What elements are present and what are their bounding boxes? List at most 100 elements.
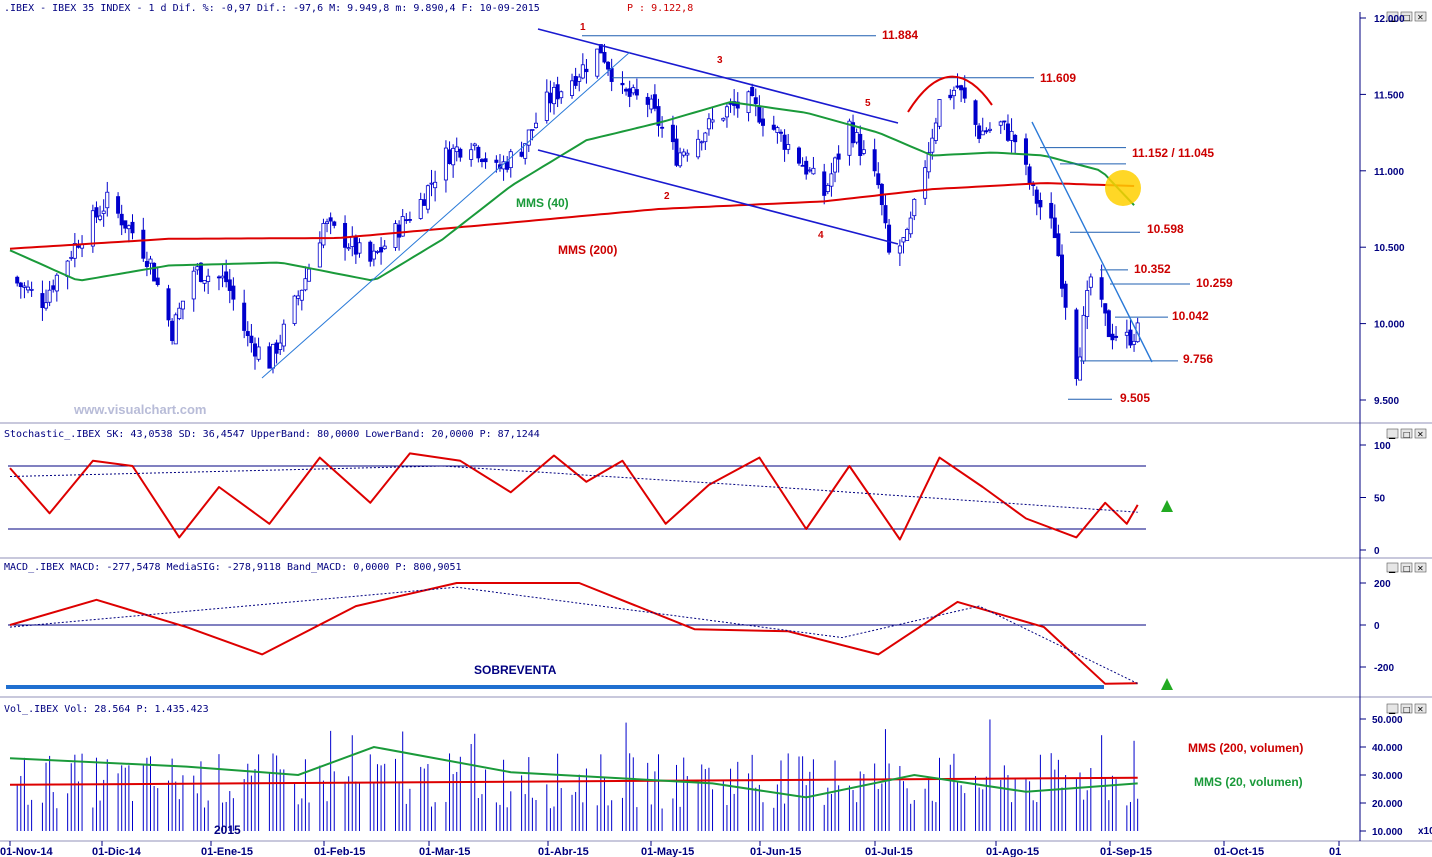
candle-body xyxy=(797,147,802,164)
date-tick-label: 01-Jul-15 xyxy=(865,846,913,857)
candle-body xyxy=(152,262,157,282)
candle-body xyxy=(1063,283,1068,308)
candle-body xyxy=(379,247,384,253)
candle-body xyxy=(123,220,128,229)
candle-body xyxy=(1078,356,1083,381)
candle-body xyxy=(948,94,953,99)
mms200-line xyxy=(9,182,1135,250)
watermark: www.visualchart.com xyxy=(73,402,206,417)
price-panel-header: .IBEX - IBEX 35 INDEX - 1 d Dif. %: -0,9… xyxy=(4,3,540,14)
macd-window-buttons[interactable]: ▁ □ ✕ xyxy=(1386,562,1427,573)
candle-body xyxy=(166,288,171,321)
wave-label-5: 5 xyxy=(865,98,871,109)
candle-body xyxy=(710,119,715,123)
candle-body xyxy=(307,268,312,282)
vol-tick-label: 40.000 xyxy=(1372,743,1403,754)
candle-body xyxy=(191,270,196,300)
candle-body xyxy=(951,89,956,97)
svg-text:□: □ xyxy=(1403,564,1411,573)
candle-body xyxy=(760,118,765,126)
candle-body xyxy=(998,121,1003,126)
candle-body xyxy=(822,171,827,196)
candle-body xyxy=(1132,340,1137,345)
candle-body xyxy=(170,320,175,341)
candle-body xyxy=(753,97,758,104)
candle-body xyxy=(829,173,834,187)
svg-text:▁: ▁ xyxy=(1388,13,1396,22)
price-tick-label: 10.500 xyxy=(1374,243,1405,254)
candle-body xyxy=(202,279,207,284)
candle-body xyxy=(973,100,978,125)
candle-body xyxy=(620,82,625,86)
date-tick-label: 01-Mar-15 xyxy=(419,846,470,857)
vol-tick-label: 30.000 xyxy=(1372,771,1403,782)
candle-body xyxy=(681,151,686,156)
year-marker: 2015 xyxy=(214,823,241,837)
candle-body xyxy=(771,124,776,130)
candle-body xyxy=(858,133,863,156)
candle-body xyxy=(443,147,448,181)
panel-frame xyxy=(0,12,1432,842)
macd-tick-label: 0 xyxy=(1374,621,1380,632)
candle-body xyxy=(580,64,585,79)
candle-body xyxy=(1128,329,1133,346)
candle-body xyxy=(270,343,275,369)
candle-body xyxy=(195,266,200,271)
candle-body xyxy=(598,44,603,54)
price-tick-label: 11.500 xyxy=(1374,90,1404,101)
candle-body xyxy=(624,88,629,92)
price-tick-label: 9.500 xyxy=(1374,396,1399,407)
candle-body xyxy=(984,130,989,133)
date-tick-label: 01-Ene-15 xyxy=(201,846,253,857)
candle-body xyxy=(678,152,683,167)
candle-body xyxy=(469,149,474,160)
candle-body xyxy=(155,277,160,286)
candle-body xyxy=(303,278,308,291)
date-tick-label: 01-Sep-15 xyxy=(1100,846,1152,857)
level-label-10352: 10.352 xyxy=(1134,262,1171,276)
candle-body xyxy=(494,159,499,163)
candle-body xyxy=(382,245,387,250)
candle-body xyxy=(606,61,611,70)
candle-body xyxy=(40,293,45,309)
candle-body xyxy=(256,346,261,360)
candle-body xyxy=(854,132,859,143)
candle-body xyxy=(400,216,405,237)
level-label-11152: 11.152 / 11.045 xyxy=(1132,146,1214,160)
candle-body xyxy=(130,221,135,234)
svg-text:✕: ✕ xyxy=(1417,564,1424,573)
candle-body xyxy=(670,124,675,143)
candle-body xyxy=(559,91,564,99)
downtrend-line xyxy=(1031,121,1153,363)
candle-body xyxy=(65,260,70,278)
candle-body xyxy=(696,138,701,158)
candle-body xyxy=(393,223,398,248)
candle-body xyxy=(317,242,322,268)
candle-body xyxy=(26,286,31,291)
candle-body xyxy=(371,250,376,260)
stoch-window-buttons[interactable]: ▁ □ ✕ xyxy=(1386,428,1427,439)
candle-body xyxy=(116,196,121,214)
candle-body xyxy=(22,285,27,288)
candle-body xyxy=(851,122,856,144)
candle-body xyxy=(425,185,430,210)
candle-body xyxy=(987,128,992,131)
price-window-buttons[interactable]: ▁ □ ✕ xyxy=(1386,11,1427,22)
candle-body xyxy=(407,219,412,221)
candle-body xyxy=(177,307,182,320)
top-arc xyxy=(907,75,993,113)
candle-body xyxy=(750,86,755,97)
macd-panel-header: MACD_.IBEX MACD: -277,5478 MediaSIG: -27… xyxy=(4,562,462,573)
wave-label-4: 4 xyxy=(818,230,824,241)
candle-body xyxy=(281,323,286,347)
vol-window-buttons[interactable]: ▁ □ ✕ xyxy=(1386,703,1427,714)
candle-body xyxy=(548,92,553,104)
candle-body xyxy=(912,198,917,217)
candle-body xyxy=(69,256,74,259)
candle-body xyxy=(1052,217,1057,239)
uptrend-line xyxy=(261,51,631,379)
candle-body xyxy=(292,295,297,324)
date-tick-label: 01-Abr-15 xyxy=(538,846,589,857)
candle-body xyxy=(54,274,59,292)
